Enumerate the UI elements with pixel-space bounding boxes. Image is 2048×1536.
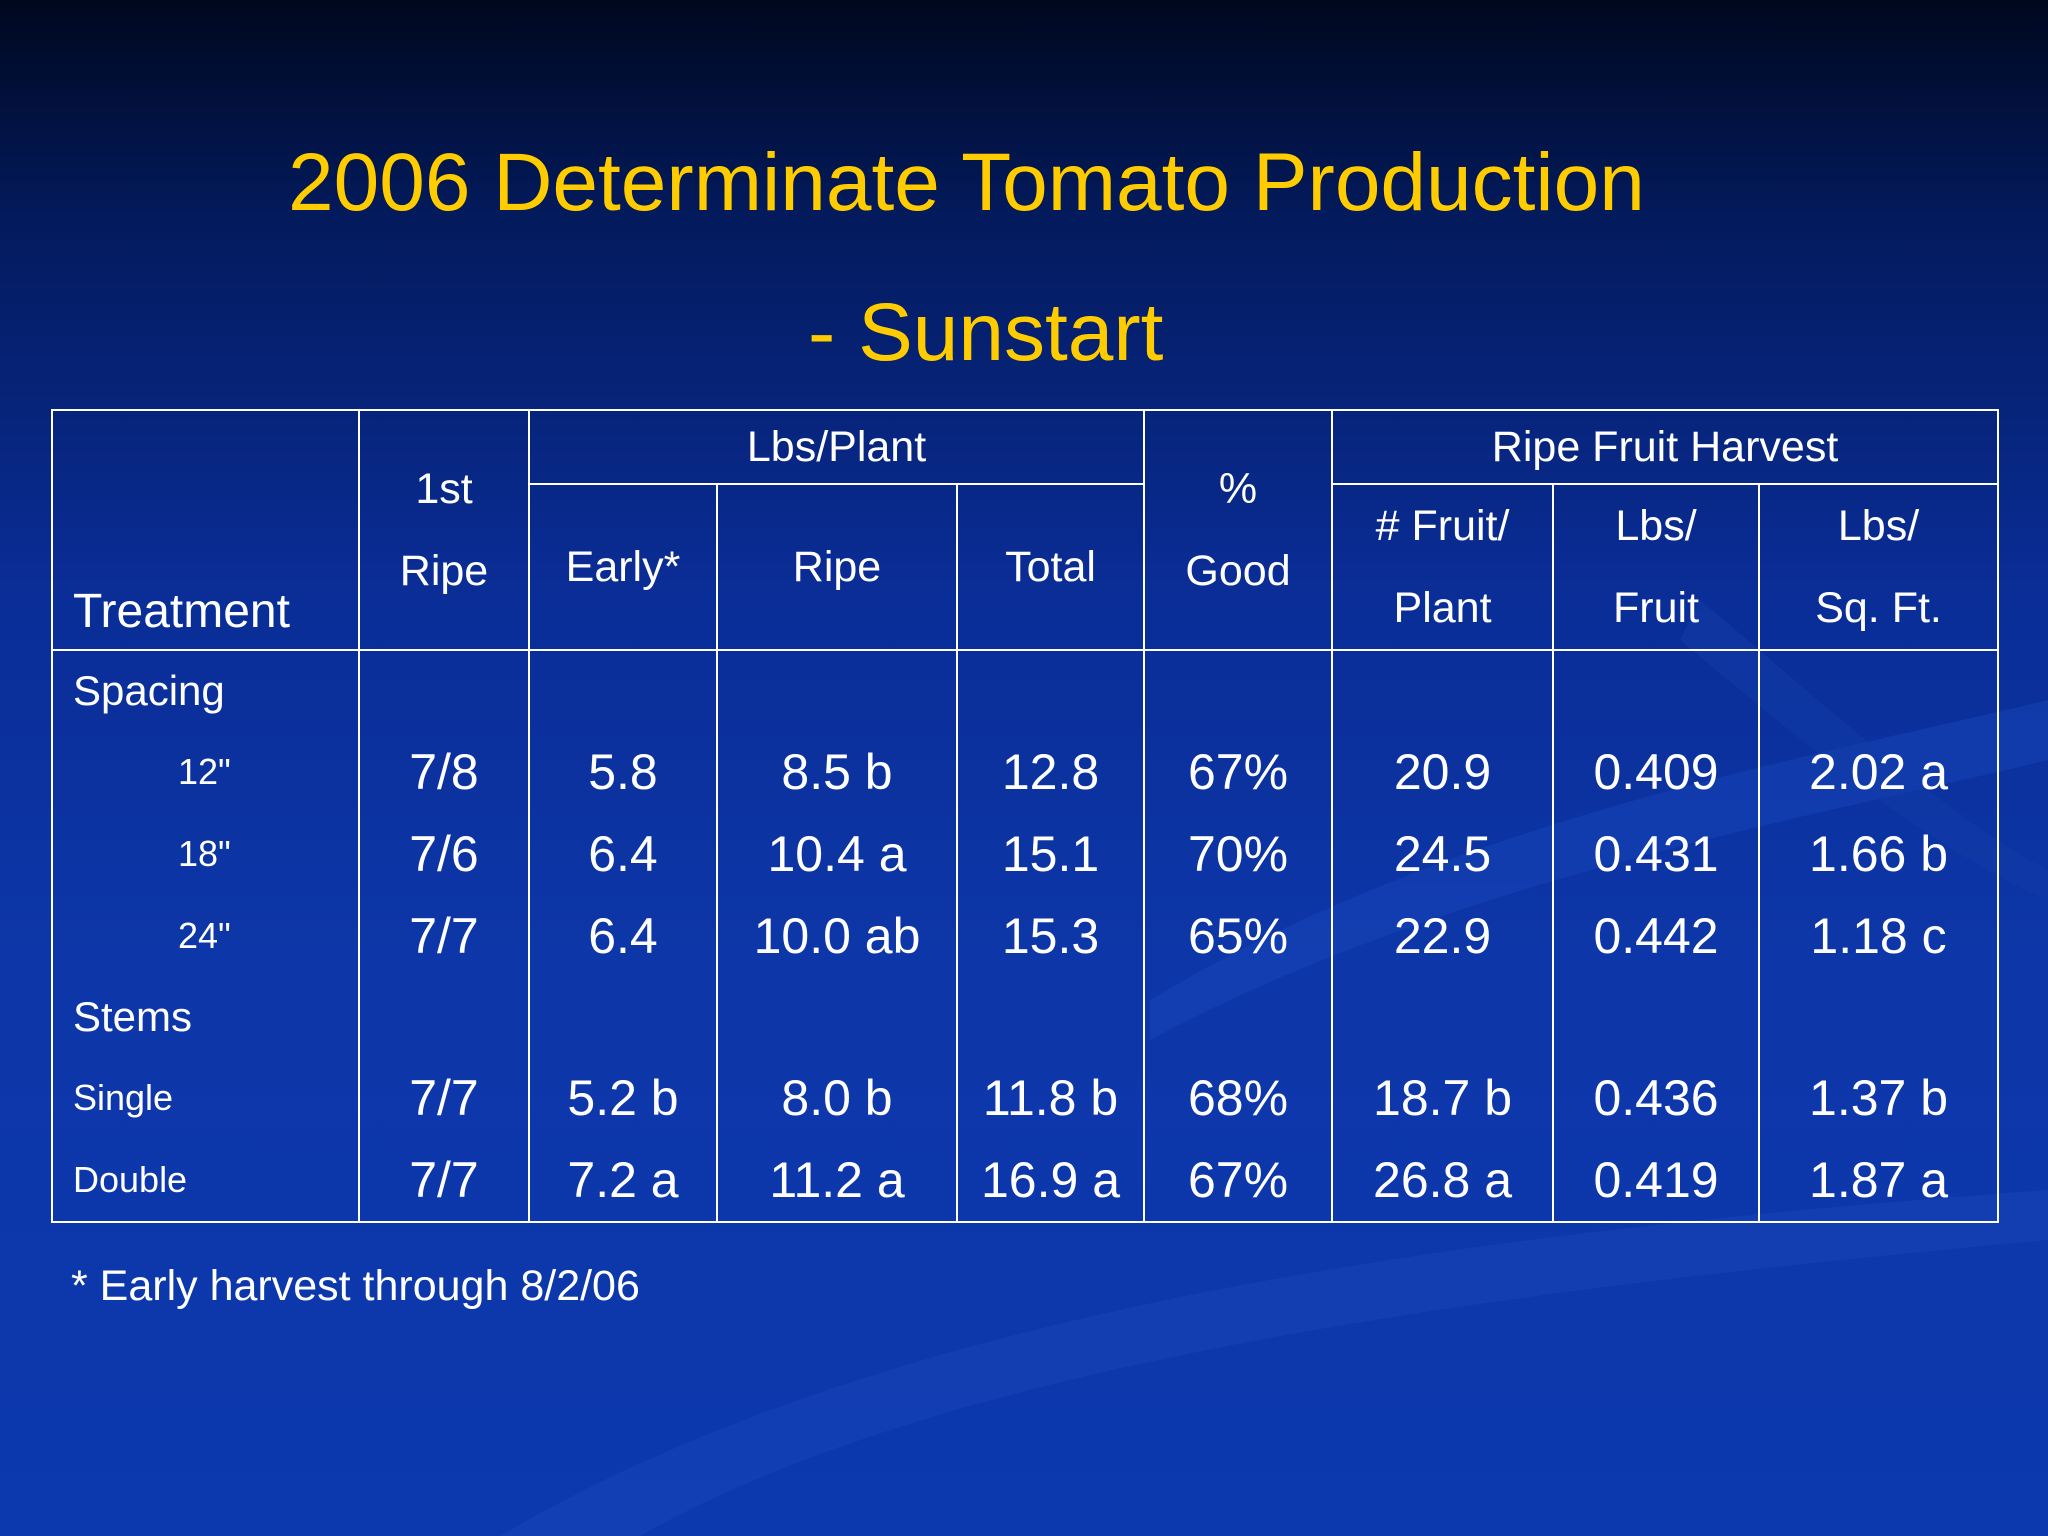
table-row: 24" 7/7 6.4 10.0 ab 15.3 65% 22.9 0.442 … (51, 895, 2000, 977)
cell-lbs-per-sqft: 2.02 a (1758, 731, 2000, 813)
cell-first-ripe: 7/7 (358, 1139, 530, 1223)
header-total: Total (955, 483, 1146, 651)
cell-lbs-per-fruit: 0.409 (1552, 731, 1761, 813)
section-label: Stems (51, 977, 360, 1057)
cell-percent-good: 67% (1143, 731, 1334, 813)
cell-first-ripe: 7/8 (358, 731, 530, 813)
cell-early: 7.2 a (528, 1139, 718, 1223)
header-early: Early* (528, 483, 718, 651)
cell-lbs-per-fruit: 0.442 (1552, 895, 1761, 977)
table-row: Double 7/7 7.2 a 11.2 a 16.9 a 67% 26.8 … (51, 1139, 2000, 1223)
header-lbs-per-fruit: Lbs/Fruit (1552, 483, 1761, 651)
row-label: Single (51, 1057, 360, 1139)
cell-percent-good: 68% (1143, 1057, 1334, 1139)
cell-early: 5.8 (528, 731, 718, 813)
cell-fruit-per-plant: 26.8 a (1331, 1139, 1555, 1223)
header-ripe: Ripe (716, 483, 958, 651)
cell-fruit-per-plant: 18.7 b (1331, 1057, 1555, 1139)
cell-lbs-per-sqft: 1.87 a (1758, 1139, 2000, 1223)
row-label: 24" (51, 895, 360, 977)
slide-title-line1: 2006 Determinate Tomato Production (288, 137, 1645, 228)
header-fruit-per-plant: # Fruit/Plant (1331, 483, 1555, 651)
cell-early: 5.2 b (528, 1057, 718, 1139)
cell-lbs-per-sqft: 1.37 b (1758, 1057, 2000, 1139)
cell-percent-good: 65% (1143, 895, 1334, 977)
cell-lbs-per-fruit: 0.431 (1552, 813, 1761, 895)
header-group-lbs-plant: Lbs/Plant (527, 409, 1146, 485)
cell-percent-good: 70% (1143, 813, 1334, 895)
cell-percent-good: 67% (1143, 1139, 1334, 1223)
header-lbs-per-sqft: Lbs/Sq. Ft. (1758, 483, 2000, 651)
cell-early: 6.4 (528, 895, 718, 977)
header-first-ripe: 1st Ripe (358, 409, 530, 651)
header-treatment: Treatment (51, 409, 360, 651)
section-row-spacing: Spacing (51, 649, 2000, 731)
cell-ripe: 8.0 b (716, 1057, 958, 1139)
cell-lbs-per-fruit: 0.419 (1552, 1139, 1761, 1223)
table-row: 18" 7/6 6.4 10.4 a 15.1 70% 24.5 0.431 1… (51, 813, 2000, 895)
cell-first-ripe: 7/7 (358, 895, 530, 977)
table-row: 12" 7/8 5.8 8.5 b 12.8 67% 20.9 0.409 2.… (51, 731, 2000, 813)
cell-fruit-per-plant: 22.9 (1331, 895, 1555, 977)
header-percent-good: % Good (1143, 409, 1334, 651)
row-label: 18" (51, 813, 360, 895)
cell-total: 15.1 (955, 813, 1146, 895)
slide-title-line2: - Sunstart (808, 287, 1164, 378)
cell-early: 6.4 (528, 813, 718, 895)
cell-ripe: 8.5 b (716, 731, 958, 813)
cell-ripe: 11.2 a (716, 1139, 958, 1223)
cell-first-ripe: 7/7 (358, 1057, 530, 1139)
cell-total: 12.8 (955, 731, 1146, 813)
cell-ripe: 10.0 ab (716, 895, 958, 977)
cell-fruit-per-plant: 24.5 (1331, 813, 1555, 895)
section-row-stems: Stems (51, 977, 2000, 1057)
row-label: Double (51, 1139, 360, 1223)
cell-lbs-per-fruit: 0.436 (1552, 1057, 1761, 1139)
cell-fruit-per-plant: 20.9 (1331, 731, 1555, 813)
row-label: 12" (51, 731, 360, 813)
header-group-ripe-fruit-harvest: Ripe Fruit Harvest (1331, 409, 2000, 485)
cell-lbs-per-sqft: 1.18 c (1758, 895, 2000, 977)
cell-total: 15.3 (955, 895, 1146, 977)
cell-total: 11.8 b (955, 1057, 1146, 1139)
footnote: * Early harvest through 8/2/06 (71, 1262, 640, 1310)
cell-lbs-per-sqft: 1.66 b (1758, 813, 2000, 895)
cell-total: 16.9 a (955, 1139, 1146, 1223)
cell-ripe: 10.4 a (716, 813, 958, 895)
production-table: Treatment 1st Ripe Lbs/Plant % Good Ripe F… (51, 409, 2000, 1223)
cell-first-ripe: 7/6 (358, 813, 530, 895)
section-label: Spacing (51, 649, 360, 731)
table-row: Single 7/7 5.2 b 8.0 b 11.8 b 68% 18.7 b… (51, 1057, 2000, 1139)
